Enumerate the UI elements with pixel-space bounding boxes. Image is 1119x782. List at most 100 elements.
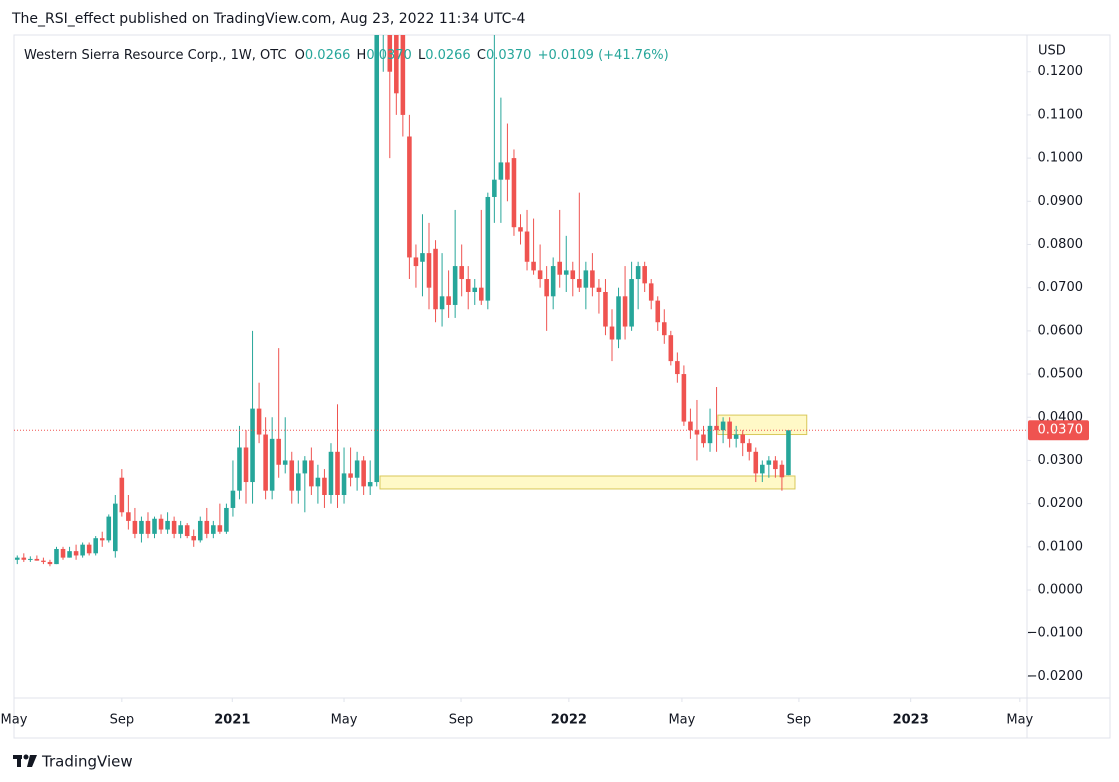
x-tick-label: Sep xyxy=(449,713,474,728)
candle-body xyxy=(616,296,621,340)
candle-body xyxy=(86,544,92,554)
candle-body xyxy=(152,518,157,534)
candle-body xyxy=(145,520,151,534)
candle-body xyxy=(485,196,491,301)
candle-body xyxy=(67,551,72,558)
candle-body xyxy=(413,257,419,267)
candle-body xyxy=(603,291,608,327)
chart-frame xyxy=(13,34,1111,739)
x-tick-label: Sep xyxy=(787,713,812,728)
candle-body xyxy=(289,460,295,491)
candle-body xyxy=(113,503,118,552)
candle-body xyxy=(760,464,765,474)
candle-body xyxy=(727,421,732,439)
candle-body xyxy=(766,460,772,465)
x-tick-label: May xyxy=(331,713,358,728)
time-axis: May Sep 2021 May Sep 2022 May Sep 2023 May xyxy=(1,698,1034,728)
publisher-line: The_RSI_effect published on TradingView.… xyxy=(11,11,525,27)
candle-body xyxy=(119,477,125,513)
candle-body xyxy=(335,451,340,495)
candle-body xyxy=(590,270,595,288)
candle-body xyxy=(315,477,321,487)
y-tick-label: −0.0200 xyxy=(1027,669,1083,684)
candle-body xyxy=(276,438,281,465)
candle-body xyxy=(407,136,412,258)
candle-body xyxy=(720,421,726,431)
ohlc-value: 0.0266 xyxy=(425,48,471,63)
candle-body xyxy=(361,460,366,487)
candle-body xyxy=(237,447,242,491)
candle-body xyxy=(243,447,249,483)
candle-body xyxy=(577,279,582,288)
candle-body xyxy=(478,287,484,301)
x-tick-label: May xyxy=(1,713,28,728)
y-tick-label: 0.0900 xyxy=(1038,194,1084,209)
x-tick-label: 2022 xyxy=(551,713,587,728)
ohlc-label: O xyxy=(295,48,305,63)
y-axis-label: USD xyxy=(1038,44,1066,59)
x-tick-label: 2021 xyxy=(214,713,250,728)
candle-body xyxy=(746,443,752,452)
candle-body xyxy=(524,231,530,262)
candle-body xyxy=(328,451,334,495)
candle-body xyxy=(550,266,556,297)
candle-body xyxy=(197,520,203,541)
candle-body xyxy=(132,520,138,534)
candle-body xyxy=(302,460,308,474)
footer-brand: TradingView xyxy=(41,753,133,771)
candle-body xyxy=(786,430,791,476)
candle-body xyxy=(387,35,393,72)
symbol-legend: Western Sierra Resource Corp., 1W, OTC O… xyxy=(24,48,669,63)
candle-body xyxy=(126,512,131,521)
candle-body xyxy=(400,35,406,115)
ohlc-label: L xyxy=(418,48,426,63)
candle-body xyxy=(472,287,478,292)
candle-body xyxy=(250,408,255,483)
candle-body xyxy=(354,460,360,478)
candle-body xyxy=(211,525,216,534)
candle-body xyxy=(452,266,458,305)
candle-body xyxy=(171,520,177,534)
candle-body xyxy=(204,520,210,534)
candle-body xyxy=(622,296,628,327)
candle-body xyxy=(282,460,288,465)
candle-body xyxy=(139,520,144,534)
candle-body xyxy=(498,162,504,180)
candle-body xyxy=(596,287,602,292)
candle-body xyxy=(14,557,20,560)
y-tick-label: 0.0800 xyxy=(1038,237,1084,252)
y-tick-label: 0.0500 xyxy=(1038,367,1084,382)
y-tick-label: 0.0600 xyxy=(1038,323,1084,338)
candle-body xyxy=(54,548,59,565)
candle-body xyxy=(426,253,432,288)
ohlc-label: H xyxy=(357,48,367,63)
ohlc-label: C xyxy=(477,48,486,63)
candle-body xyxy=(563,270,569,275)
candle-body xyxy=(191,536,197,541)
candle-body xyxy=(537,270,543,280)
candle-body xyxy=(165,520,170,530)
candle-body xyxy=(73,551,79,556)
x-tick-label: Sep xyxy=(110,713,135,728)
ohlc-value: 0.0370 xyxy=(366,48,412,63)
candle-body xyxy=(184,525,190,537)
y-tick-label: 0.0700 xyxy=(1038,280,1084,295)
candle-body xyxy=(511,158,517,228)
ohlc-value: 0.0266 xyxy=(305,48,351,63)
candle-body xyxy=(178,525,183,534)
y-tick-label: 0.1000 xyxy=(1038,151,1084,166)
candle-body xyxy=(465,279,471,292)
candle-body xyxy=(675,361,680,375)
candle-body xyxy=(309,460,314,487)
candle-body xyxy=(374,35,380,483)
candle-body xyxy=(459,266,464,280)
symbol-title: Western Sierra Resource Corp., 1W, OTC xyxy=(24,48,287,63)
y-tick-label: 0.0200 xyxy=(1038,496,1084,511)
candle-body xyxy=(93,538,98,554)
candle-body xyxy=(446,296,451,305)
candle-body xyxy=(367,482,373,487)
candle-body xyxy=(60,548,66,558)
ohlc-value: 0.0370 xyxy=(486,48,532,63)
candle-body xyxy=(348,473,353,478)
candle-body xyxy=(80,544,85,556)
